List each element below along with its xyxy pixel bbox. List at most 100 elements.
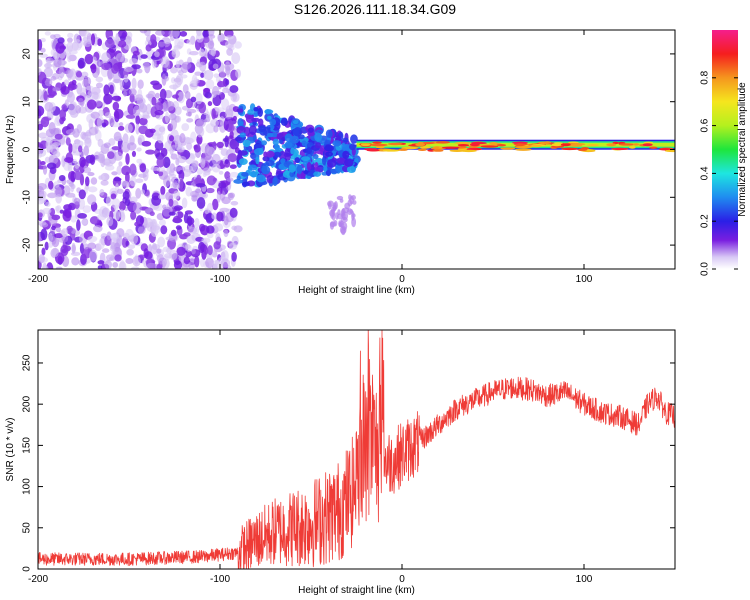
heatmap-cell [38,71,47,84]
heatmap-cell [97,138,104,148]
heatmap-cell [351,194,356,201]
heatmap-cell [170,229,177,237]
heatmap-cell [336,195,344,201]
heatmap-cell [67,32,74,38]
heatmap-cell [66,225,73,233]
heatmap-cell [211,163,221,173]
heatmap-cell [196,168,204,175]
heatmap-cell [344,202,351,209]
heatmap-cell [126,248,134,256]
heatmap-cell [55,41,65,54]
heatmap-cell [204,145,212,158]
heatmap-cell [454,141,472,145]
heatmap-cell [116,188,124,195]
heatmap-cell [84,176,90,187]
heatmap-cell [332,202,337,212]
heatmap-cell [315,142,322,149]
heatmap-cell [38,105,45,117]
heatmap-cell [128,88,137,96]
heatmap-cell [216,190,221,203]
heatmap-cell [236,125,246,134]
spectrogram-xlabel: Height of straight line (km) [298,285,415,296]
heatmap-cell [38,123,43,131]
heatmap-cell [93,225,103,233]
heatmap-cell [500,147,516,150]
heatmap-cell [174,37,180,49]
heatmap-cell [130,210,137,220]
heatmap-cell [113,109,124,120]
heatmap-cell [103,93,113,105]
heatmap-cell [323,165,328,173]
colorbar-tick-label: 0.0 [700,262,711,276]
heatmap-cell [111,146,121,151]
heatmap-cell [136,97,146,106]
spectrogram-ytick-label: -10 [22,190,33,205]
heatmap-cell [41,247,46,256]
heatmap-cell [39,53,48,58]
heatmap-cell [171,49,181,59]
heatmap-cell [151,96,157,106]
heatmap-cell [649,146,658,149]
heatmap-cell [308,127,314,133]
heatmap-cell [228,242,238,250]
heatmap-cell [179,178,184,190]
heatmap-cell [157,41,166,47]
heatmap-cell [194,255,200,268]
heatmap-cell [175,60,180,69]
heatmap-cell [642,143,653,147]
heatmap-cell [289,171,295,178]
heatmap-cell [296,164,303,175]
heatmap-cell [156,156,165,168]
heatmap-cell [168,211,176,216]
heatmap-cell [51,237,60,248]
heatmap-cell [325,170,331,176]
heatmap-cell [433,146,440,149]
heatmap-cell [109,233,120,241]
colorbar-tick-label: 0.4 [700,166,711,180]
heatmap-cell [253,106,259,112]
heatmap-cell [415,143,426,147]
heatmap-cell [202,167,212,173]
heatmap-cell [155,113,164,120]
heatmap-cell [171,94,180,99]
heatmap-cell [195,119,206,128]
heatmap-cell [64,157,74,163]
heatmap-cell [59,109,67,120]
heatmap-cell [329,221,336,228]
heatmap-cell [83,165,88,171]
heatmap-cell [141,114,151,120]
heatmap-cell [207,30,215,37]
heatmap-cell [354,157,359,164]
heatmap-cell [184,243,191,250]
heatmap-cell [80,87,87,95]
heatmap-cell [78,145,83,153]
heatmap-cell [38,159,42,170]
heatmap-cell [203,87,211,93]
heatmap-cell [81,219,88,225]
heatmap-cell [164,111,170,124]
heatmap-cell [241,172,249,177]
heatmap-cell [372,141,382,144]
heatmap-cell [86,194,97,206]
heatmap-cell [420,146,431,149]
heatmap-cell [125,228,134,240]
heatmap-cell [93,151,101,162]
heatmap-cell [195,183,206,188]
heatmap-cell [618,143,635,146]
heatmap-cell [73,39,83,51]
heatmap-cell [168,113,177,121]
heatmap-cell [217,32,225,43]
heatmap-cell [188,260,195,269]
heatmap-cell [123,66,134,73]
heatmap-cell [294,157,301,164]
heatmap-cell [212,63,219,70]
heatmap-cell [67,161,73,173]
heatmap-cell [326,158,337,168]
heatmap-cell [216,81,226,88]
heatmap-cell [124,123,133,134]
heatmap-cell [551,143,562,147]
heatmap-cell [40,161,46,166]
heatmap-cell [71,242,76,255]
heatmap-cell [231,225,237,231]
